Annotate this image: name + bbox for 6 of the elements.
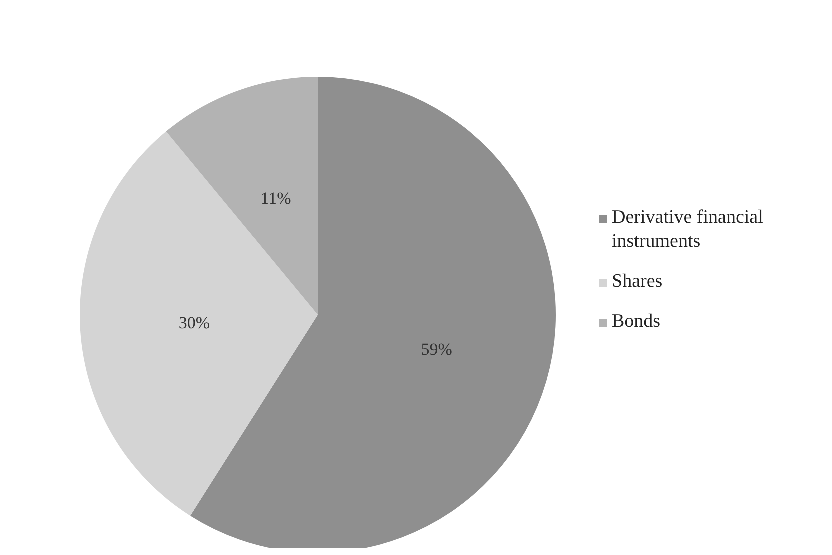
legend-label: Derivative financial instruments (612, 206, 764, 254)
legend-label: Bonds (612, 310, 661, 334)
data-label: 11% (260, 189, 292, 208)
legend-label: Shares (612, 270, 663, 294)
data-label: 30% (178, 313, 210, 332)
data-label: 59% (421, 340, 452, 360)
